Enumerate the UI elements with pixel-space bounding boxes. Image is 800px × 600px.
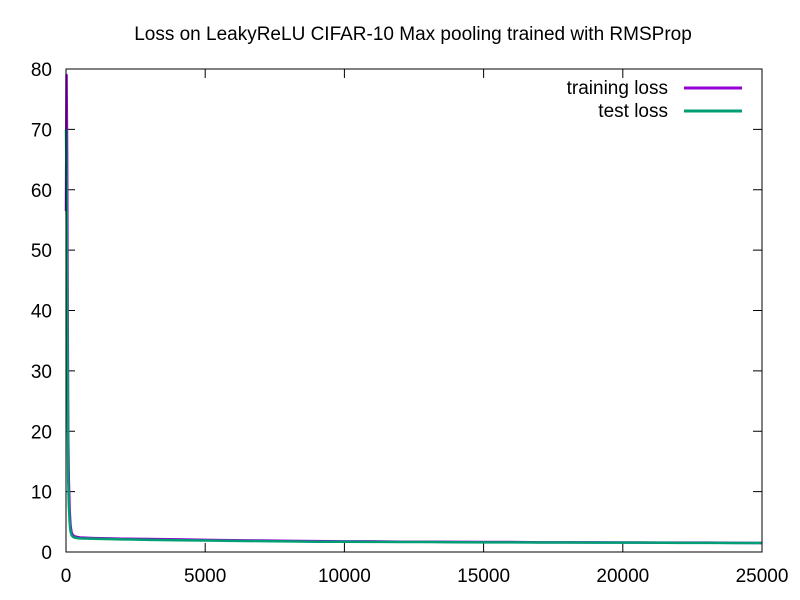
series-line-test-loss: [64, 129, 762, 545]
y-tick-label: 30: [31, 362, 52, 383]
y-tick-label: 40: [31, 302, 52, 323]
x-tick-label: 10000: [318, 566, 371, 587]
y-tick-label: 70: [31, 120, 52, 141]
y-tick-label: 60: [31, 181, 52, 202]
tick-layer: 0 5000 10000 15000 20000 25000 0 10 20 30 40 50 60 70…: [31, 60, 789, 587]
plot-frame: [65, 68, 763, 553]
x-tick-label: 25000: [736, 566, 789, 587]
x-tick-label: 5000: [184, 566, 226, 587]
y-tick-label: 0: [41, 543, 52, 564]
y-tick-label: 50: [31, 241, 52, 262]
y-tick-label: 80: [31, 60, 52, 81]
y-tick-label: 20: [31, 422, 52, 443]
series-line-training-loss: [64, 73, 763, 545]
x-tick-label: 0: [61, 566, 72, 587]
chart-title: Loss on LeakyReLU CIFAR-10 Max pooling t…: [134, 24, 692, 45]
y-tick-label: 10: [31, 483, 52, 504]
legend-label: training loss: [567, 78, 668, 99]
legend-label: test loss: [598, 101, 668, 122]
x-tick-label: 20000: [596, 566, 649, 587]
x-tick-label: 15000: [457, 566, 510, 587]
series-layer: [64, 73, 763, 545]
